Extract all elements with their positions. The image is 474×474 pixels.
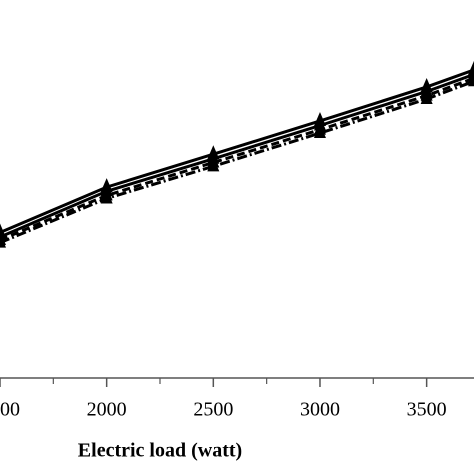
marker [313,124,326,139]
series-line [0,68,474,234]
x-tick-label: 1500 [0,399,20,421]
series-line [0,79,474,245]
marker [420,90,433,105]
x-tick-label: 2500 [193,399,233,421]
x-tick-label: 2000 [87,399,127,421]
x-axis-title: Electric load (watt) [78,440,242,462]
x-tick-label: 3000 [300,399,340,421]
marker [468,72,474,87]
marker [0,233,6,248]
series-line [0,73,474,239]
x-tick-label: 3500 [407,399,447,421]
series-line [0,76,474,242]
marker [100,189,113,204]
marker [207,157,220,172]
